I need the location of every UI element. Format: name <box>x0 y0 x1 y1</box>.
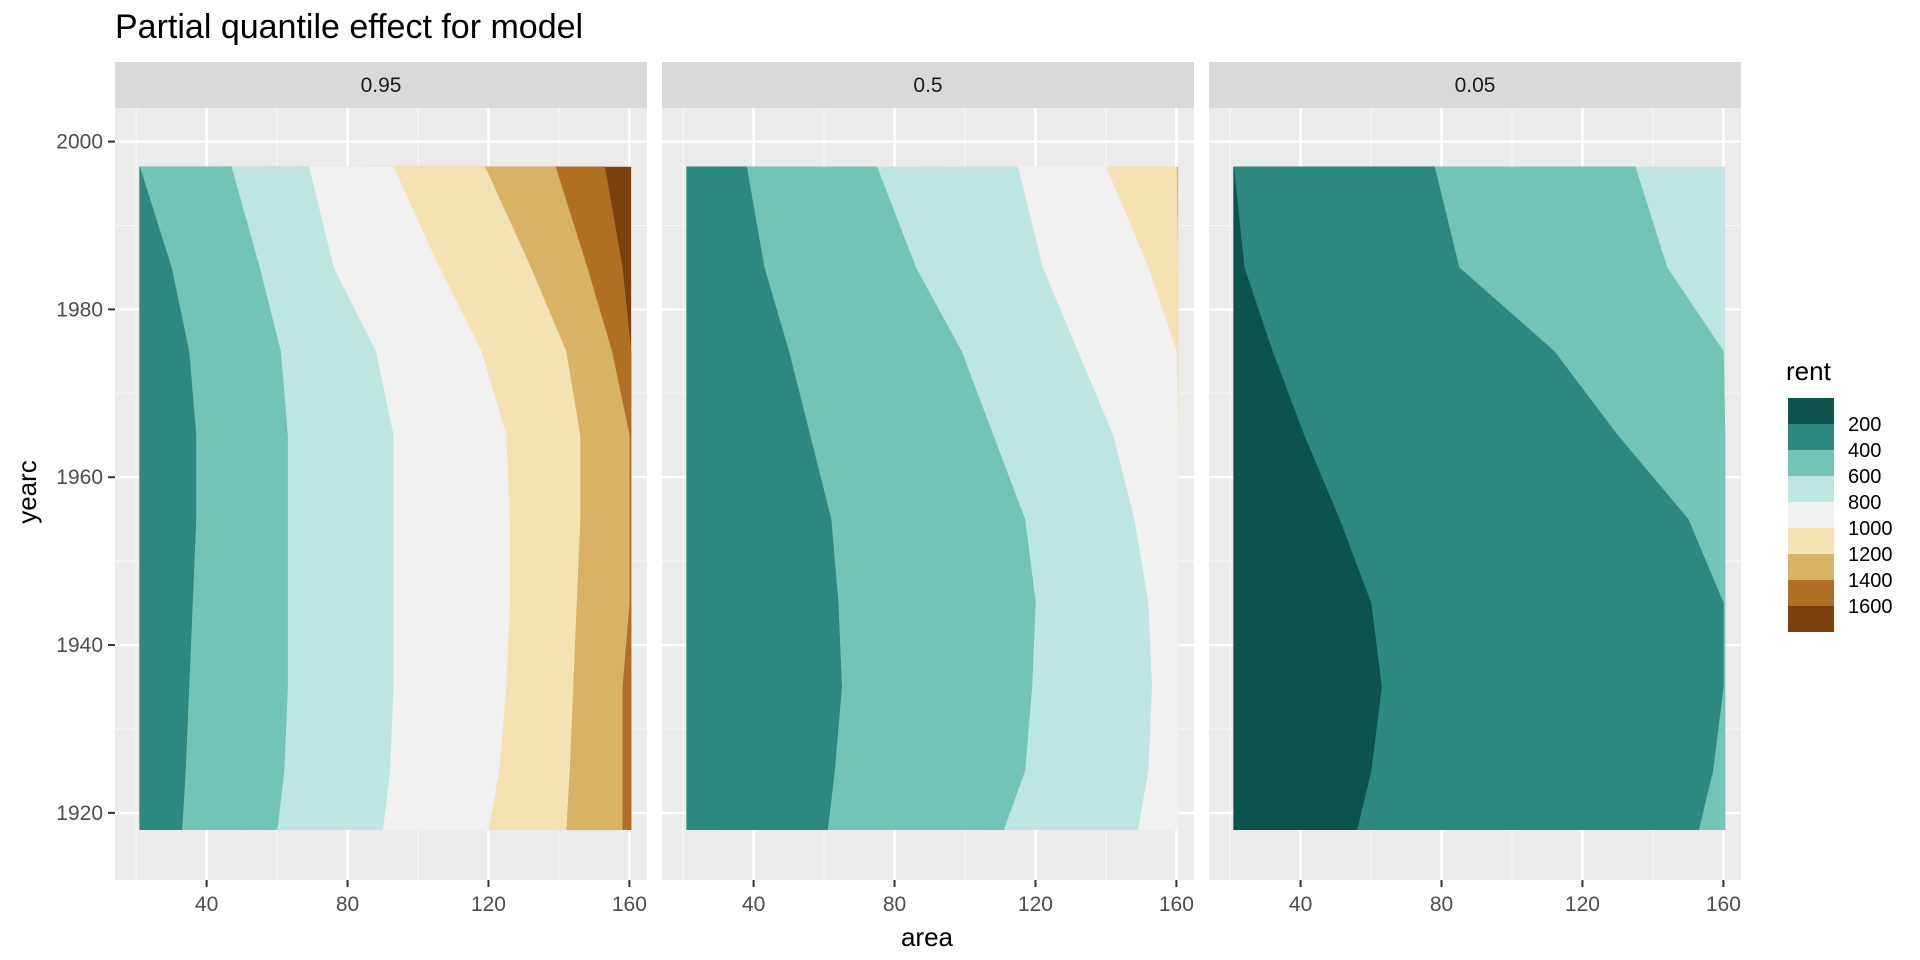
legend-key-max <box>1788 606 1834 632</box>
facet-strip-label: 0.05 <box>1455 74 1496 97</box>
legend-key-400 <box>1788 424 1834 450</box>
legend-key-1400 <box>1788 554 1834 580</box>
x-tick-label: 120 <box>1018 893 1053 916</box>
legend-label-1400: 1400 <box>1848 570 1893 592</box>
x-axis-title: area <box>901 922 954 952</box>
legend-key-1200 <box>1788 528 1834 554</box>
x-tick-label: 80 <box>336 893 359 916</box>
facet-panels: 0.95 40 80 120 160 0.5 40 80 120 160 0.05 40 80 120 16… <box>115 62 1741 916</box>
x-tick-label: 40 <box>1289 893 1312 916</box>
x-tick-label: 40 <box>195 893 218 916</box>
facet-panel-0.5: 0.5 40 80 120 160 <box>662 62 1194 916</box>
rent-band-400 <box>139 166 197 830</box>
legend-label-800: 800 <box>1848 492 1881 514</box>
x-tick-label: 40 <box>742 893 765 916</box>
x-tick-label: 160 <box>612 893 647 916</box>
chart-title: Partial quantile effect for model <box>115 8 583 46</box>
legend-title: rent <box>1786 356 1832 386</box>
legend-key-1000 <box>1788 502 1834 528</box>
legend-key-200 <box>1788 398 1834 424</box>
legend-label-1200: 1200 <box>1848 544 1893 566</box>
legend-label-1000: 1000 <box>1848 518 1893 540</box>
x-tick-label: 120 <box>1565 893 1600 916</box>
legend-label-400: 400 <box>1848 440 1881 462</box>
facet-panel-0.05: 0.05 40 80 120 160 <box>1209 62 1741 916</box>
rent-band-200 <box>1233 166 1382 830</box>
legend-key-600 <box>1788 450 1834 476</box>
facet-strip-label: 0.5 <box>913 74 942 97</box>
x-tick-label: 160 <box>1706 893 1741 916</box>
x-tick-label: 80 <box>1430 893 1453 916</box>
y-axis-title: yearc <box>12 460 42 524</box>
x-tick-label: 160 <box>1159 893 1194 916</box>
legend-label-600: 600 <box>1848 466 1881 488</box>
y-tick-label: 1960 <box>56 466 103 489</box>
facet-strip <box>115 62 647 108</box>
facet-panel-0.95: 0.95 40 80 120 160 <box>115 62 647 916</box>
legend-key-800 <box>1788 476 1834 502</box>
x-tick-label: 120 <box>471 893 506 916</box>
y-tick-label: 2000 <box>56 131 103 154</box>
legend-label-200: 200 <box>1848 414 1881 436</box>
facet-strip-label: 0.95 <box>361 74 402 97</box>
y-tick-label: 1980 <box>56 298 103 321</box>
y-tick-label: 1940 <box>56 634 103 657</box>
rent-band-400 <box>686 166 842 830</box>
y-axis: 1920 1940 1960 1980 2000 <box>56 131 115 825</box>
y-tick-label: 1920 <box>56 802 103 825</box>
legend: rent 200 400 600 800 1000 1200 1400 1600 <box>1786 356 1893 632</box>
facet-strip <box>662 62 1194 108</box>
x-tick-label: 80 <box>883 893 906 916</box>
legend-label-1600: 1600 <box>1848 596 1893 618</box>
legend-key-1600 <box>1788 580 1834 606</box>
facet-strip <box>1209 62 1741 108</box>
